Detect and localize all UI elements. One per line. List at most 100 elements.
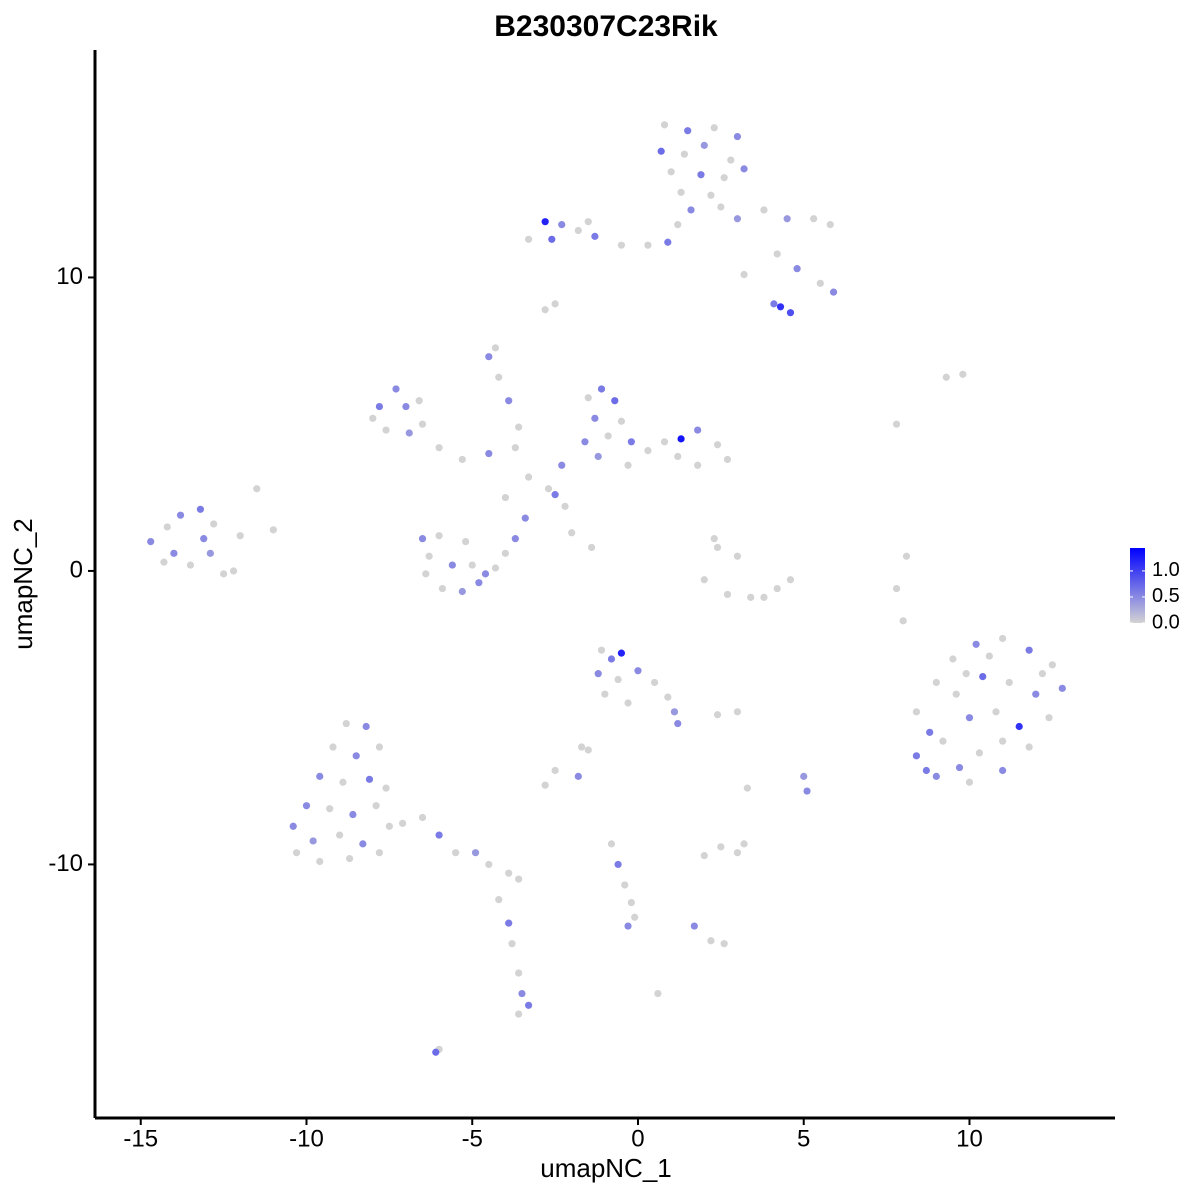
cell-point <box>959 370 967 378</box>
cell-point <box>345 854 354 863</box>
cell-point <box>617 241 626 249</box>
cell-point <box>743 784 751 792</box>
cell-point <box>1015 722 1023 731</box>
cell-point <box>462 537 470 546</box>
cell-point <box>485 353 493 361</box>
cell-point <box>435 532 443 540</box>
cell-point <box>1048 661 1056 669</box>
cell-point <box>677 188 685 196</box>
cell-point <box>952 690 960 698</box>
cell-point <box>289 822 297 830</box>
cell-point <box>631 913 639 921</box>
cell-point <box>720 174 728 182</box>
cell-point <box>452 849 460 857</box>
cell-point <box>773 584 781 593</box>
cell-point <box>402 402 410 411</box>
cell-point <box>733 708 742 716</box>
cell-point <box>342 719 350 728</box>
cell-point <box>614 675 622 684</box>
cell-point <box>591 414 599 422</box>
cell-point <box>425 552 433 560</box>
cell-point <box>700 852 708 860</box>
cell-point <box>475 579 483 587</box>
cell-point <box>786 309 795 317</box>
cell-point <box>375 402 384 411</box>
cell-point <box>992 708 1000 716</box>
cell-point <box>584 746 592 754</box>
cell-point <box>1032 690 1040 698</box>
cell-point <box>491 564 500 572</box>
cell-point <box>200 535 208 543</box>
cell-point <box>912 708 921 716</box>
cell-point <box>999 766 1007 775</box>
cell-point <box>999 737 1007 745</box>
cell-point <box>624 461 632 469</box>
y-tick-label: 0 <box>70 556 83 583</box>
cell-point <box>660 438 669 446</box>
cell-point <box>548 235 556 243</box>
cell-point <box>170 549 178 557</box>
cell-point <box>438 584 447 593</box>
y-tick-label: 10 <box>56 263 83 290</box>
cell-point <box>740 270 748 279</box>
cell-point <box>485 449 493 458</box>
cell-point <box>1025 646 1033 654</box>
cell-point <box>418 420 427 428</box>
cell-point <box>372 802 380 810</box>
cell-point <box>733 552 742 560</box>
cell-point <box>594 452 602 461</box>
cell-point <box>524 473 533 481</box>
x-tick-label: 10 <box>956 1125 983 1152</box>
colorbar-label: 0.5 <box>1152 585 1180 607</box>
cell-point <box>418 535 427 543</box>
cell-point <box>720 940 728 948</box>
cell-point <box>1025 743 1033 751</box>
cell-point <box>591 232 599 240</box>
cell-point <box>544 485 553 493</box>
cell-point <box>733 215 742 223</box>
cell-point <box>375 849 384 857</box>
cell-point <box>392 385 400 393</box>
cell-point <box>362 722 370 731</box>
cell-point <box>561 502 569 510</box>
cell-point <box>793 265 801 273</box>
cell-point <box>220 570 228 578</box>
cell-point <box>713 543 722 552</box>
cell-point <box>587 543 596 552</box>
cell-point <box>501 493 509 502</box>
cell-point <box>926 728 934 736</box>
cell-point <box>176 511 185 519</box>
cell-point <box>999 634 1007 643</box>
cell-point <box>700 141 708 149</box>
cell-point <box>786 576 795 584</box>
cell-point <box>932 772 940 780</box>
cell-point <box>481 570 490 578</box>
cell-point <box>521 514 529 522</box>
cell-point <box>664 238 672 246</box>
cell-point <box>229 567 238 575</box>
cell-point <box>810 215 818 223</box>
cell-point <box>329 743 337 751</box>
cell-point <box>326 805 334 813</box>
cell-point <box>568 529 576 537</box>
cell-point <box>495 896 503 904</box>
cell-point <box>495 373 503 381</box>
cell-point <box>336 831 344 839</box>
cell-point <box>694 461 702 469</box>
cell-point <box>508 940 516 948</box>
cell-point <box>163 523 171 531</box>
cell-point <box>574 772 582 780</box>
cell-point <box>196 505 205 513</box>
cell-point <box>965 714 974 722</box>
cell-point <box>515 1010 523 1018</box>
cell-point <box>664 693 672 701</box>
cell-point <box>740 165 748 173</box>
cell-point <box>634 667 642 675</box>
cell-point <box>710 535 718 543</box>
cell-point <box>627 438 635 446</box>
cell-point <box>160 558 168 566</box>
cell-point <box>382 426 390 434</box>
cell-point <box>501 549 509 557</box>
cell-point <box>902 552 911 560</box>
